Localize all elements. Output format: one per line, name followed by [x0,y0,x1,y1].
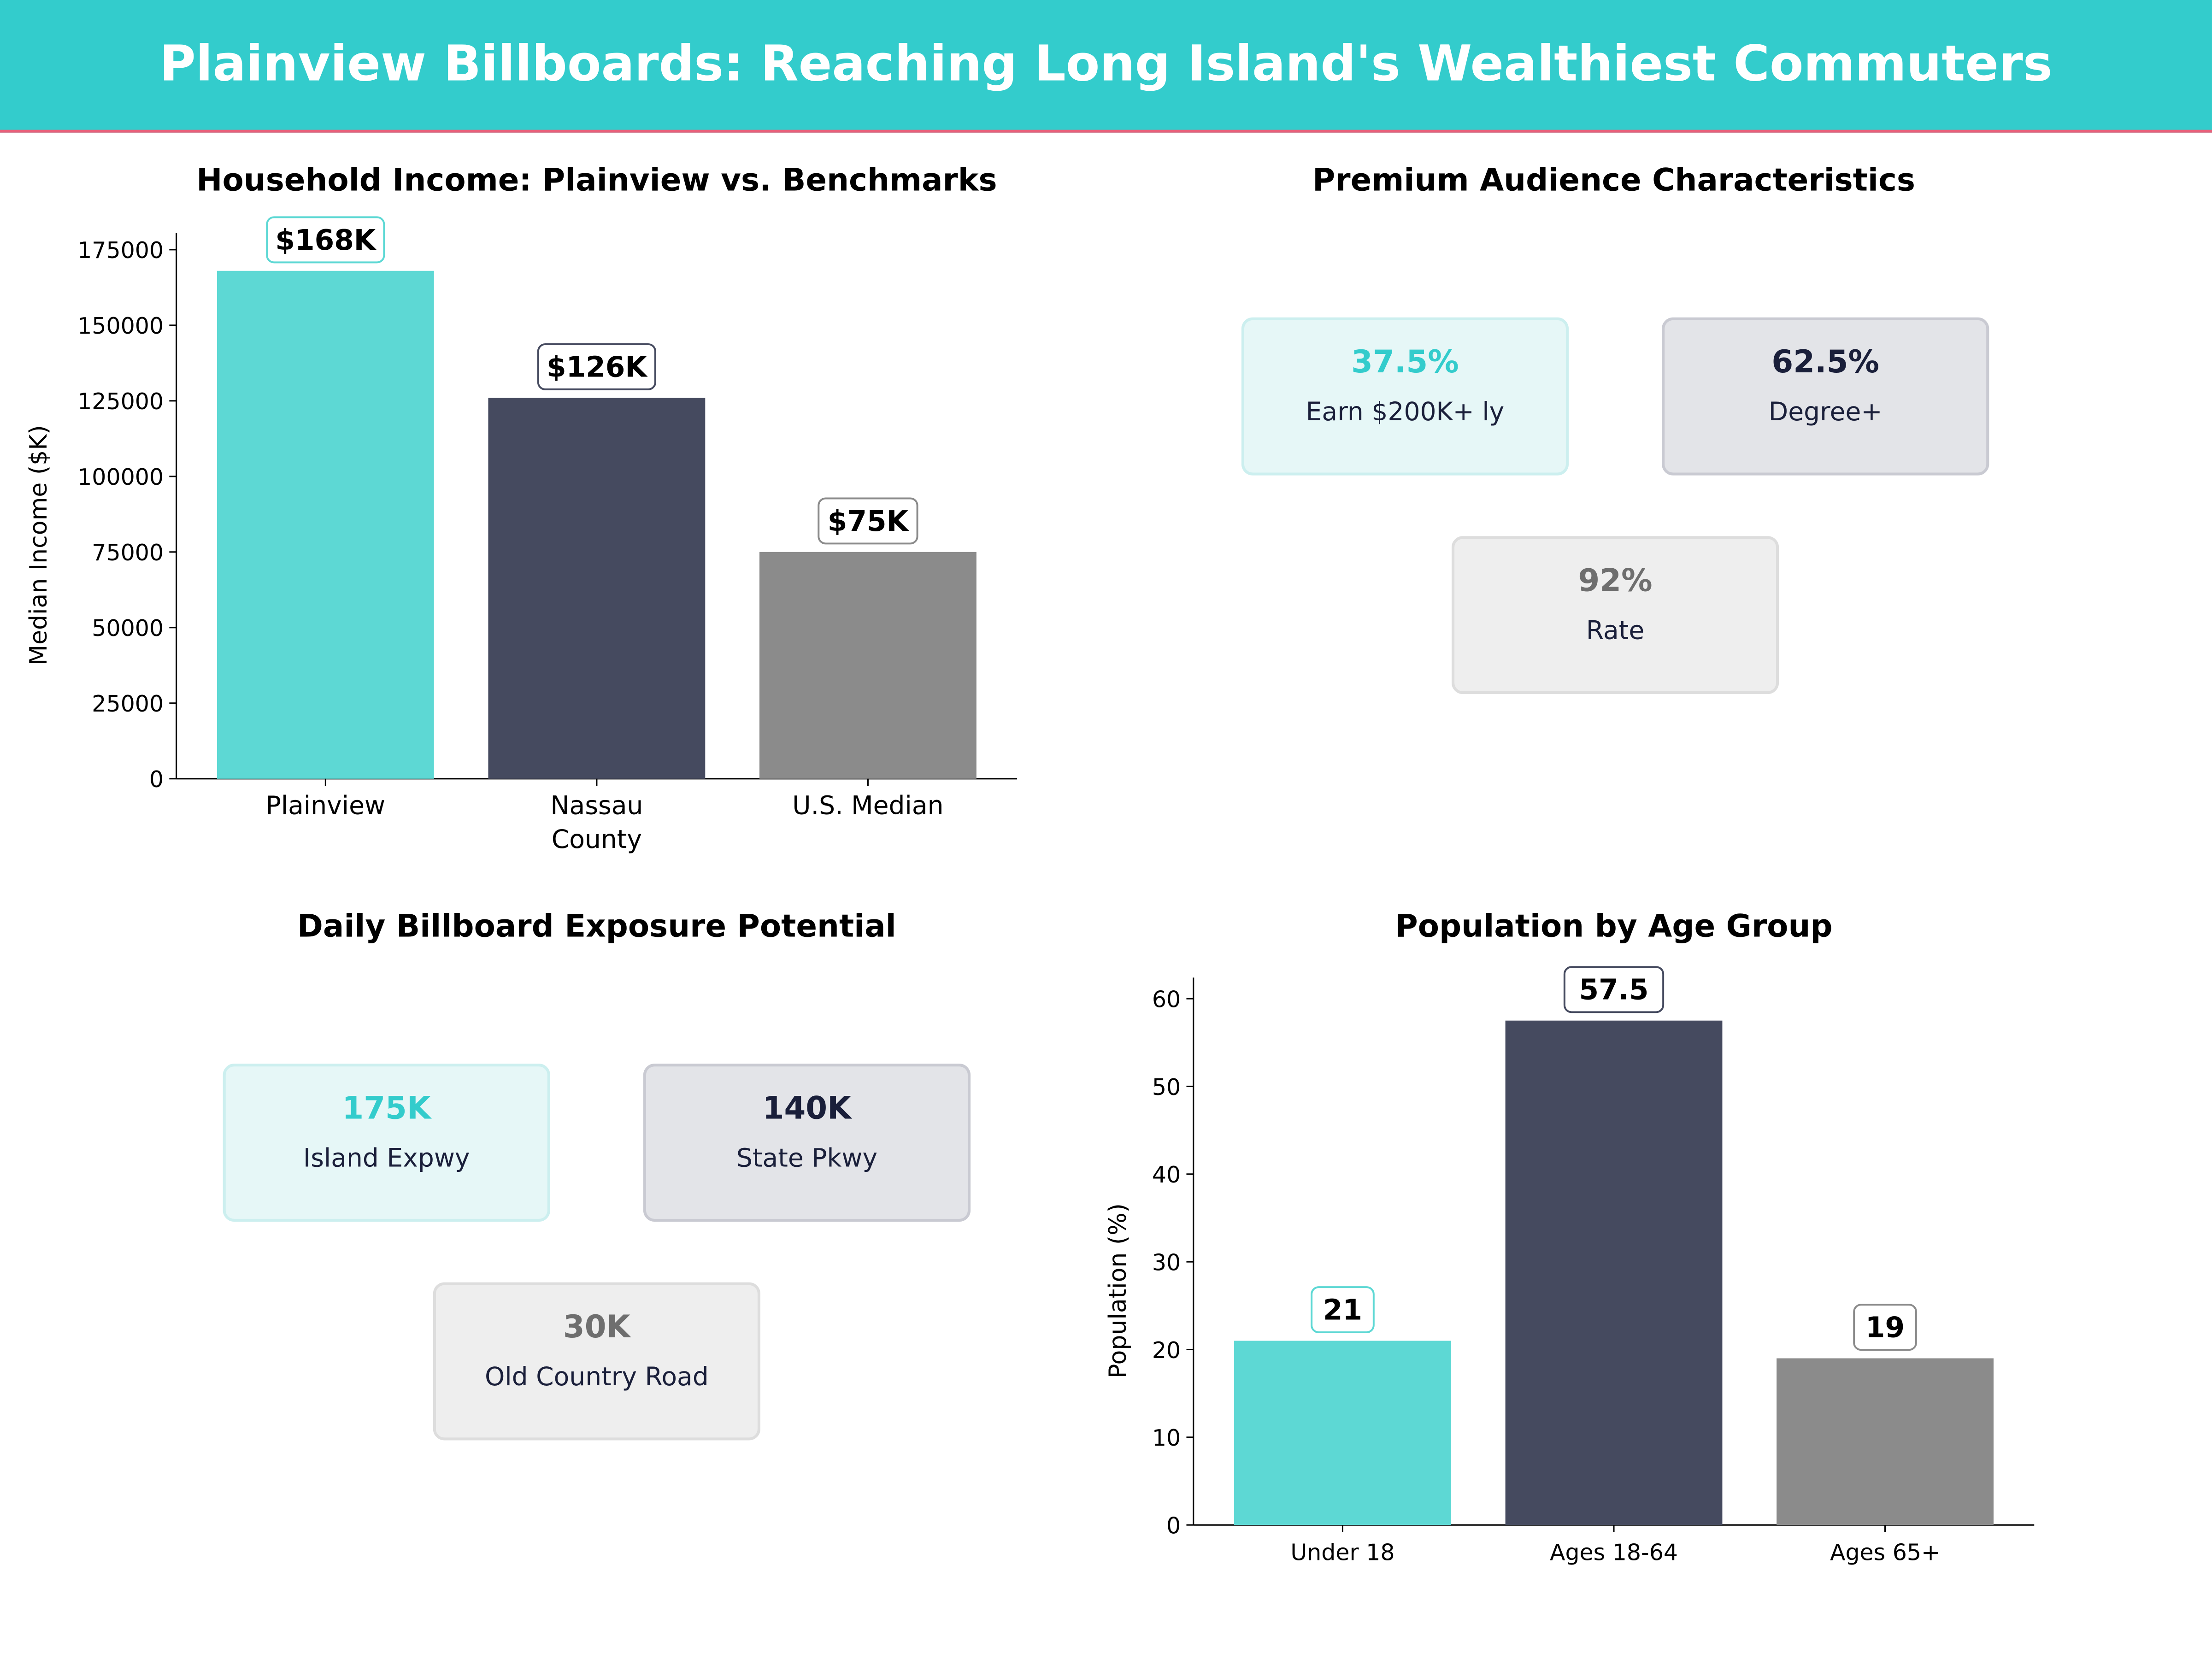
age-data-label-box [1853,1304,1917,1351]
header-banner: Plainview Billboards: Reaching Long Isla… [0,0,2212,133]
card-label: Earn $200K+ ly [1306,398,1505,428]
card-label: Old Country Road [484,1363,709,1393]
income-data-label: $75K [828,505,910,538]
income-y-tick-label: 25000 [92,691,164,717]
age-data-label: 57.5 [1579,974,1648,1006]
income-x-tick-label: County [552,824,642,854]
income-chart-title: Household Income: Plainview vs. Benchmar… [196,164,997,199]
income-bar [217,271,434,779]
card-value: 92% [1578,564,1653,600]
age-data-label: 21 [1323,1294,1362,1327]
age-bar [1234,1341,1451,1525]
income-data-label-box [266,216,385,264]
income-y-axis-label: Median Income ($K) [25,425,53,665]
exposure-card-old-country-road: 30K Old Country Road [433,1282,760,1441]
income-data-label: $168K [275,224,377,257]
card-label: Degree+ [1768,398,1883,428]
age-y-tick-label: 50 [1152,1074,1181,1100]
audience-panel-title: Premium Audience Characteristics [1312,164,1916,199]
income-data-label-box [818,497,918,545]
age-data-label-box [1563,966,1665,1013]
age-bar [1777,1358,1994,1525]
audience-card-degree: 62.5% Degree+ [1662,317,1989,476]
age-data-label: 19 [1865,1312,1905,1344]
income-x-tick-label: U.S. Median [792,790,943,820]
income-y-tick-label: 150000 [77,313,164,339]
income-data-label: $126K [547,351,648,383]
income-bar [488,398,706,779]
card-value: 62.5% [1771,345,1879,381]
income-data-label-box [537,343,656,390]
age-y-tick-label: 10 [1152,1425,1181,1451]
audience-card-rate: 92% Rate [1451,536,1779,694]
age-data-label-box [1311,1286,1375,1334]
exposure-panel-title: Daily Billboard Exposure Potential [297,910,896,946]
card-label: State Pkwy [736,1144,878,1174]
exposure-card-state-pkwy: 140K State Pkwy [643,1064,971,1222]
income-bar [759,552,977,779]
age-chart-title: Population by Age Group [1395,910,1833,946]
age-y-tick-label: 20 [1152,1337,1181,1364]
income-y-tick-label: 50000 [92,615,164,641]
age-y-tick-label: 60 [1152,986,1181,1012]
age-y-tick-label: 40 [1152,1162,1181,1188]
age-x-tick-label: Ages 18-64 [1550,1540,1678,1566]
card-label: Island Expwy [303,1144,470,1174]
age-y-tick-label: 30 [1152,1249,1181,1276]
income-y-tick-label: 75000 [92,540,164,566]
income-x-tick-label: Nassau [550,790,643,820]
age-x-tick-label: Under 18 [1290,1540,1394,1566]
age-x-tick-label: Ages 65+ [1830,1540,1940,1566]
card-value: 175K [342,1092,431,1127]
income-y-tick-label: 175000 [77,237,164,264]
page-title: Plainview Billboards: Reaching Long Isla… [159,36,2053,94]
card-value: 30K [563,1310,630,1346]
age-y-tick-label: 0 [1166,1513,1181,1539]
age-bar [1505,1020,1723,1525]
income-x-tick-label: Plainview [266,790,385,820]
card-label: Rate [1586,616,1645,647]
income-y-tick-label: 100000 [77,464,164,490]
age-y-axis-label: Population (%) [1104,1203,1132,1378]
exposure-card-island-expwy: 175K Island Expwy [223,1064,550,1222]
card-value: 140K [762,1092,852,1127]
card-value: 37.5% [1351,345,1459,381]
audience-card-income: 37.5% Earn $200K+ ly [1241,317,1569,476]
income-y-tick-label: 125000 [77,388,164,415]
income-y-tick-label: 0 [149,766,164,793]
